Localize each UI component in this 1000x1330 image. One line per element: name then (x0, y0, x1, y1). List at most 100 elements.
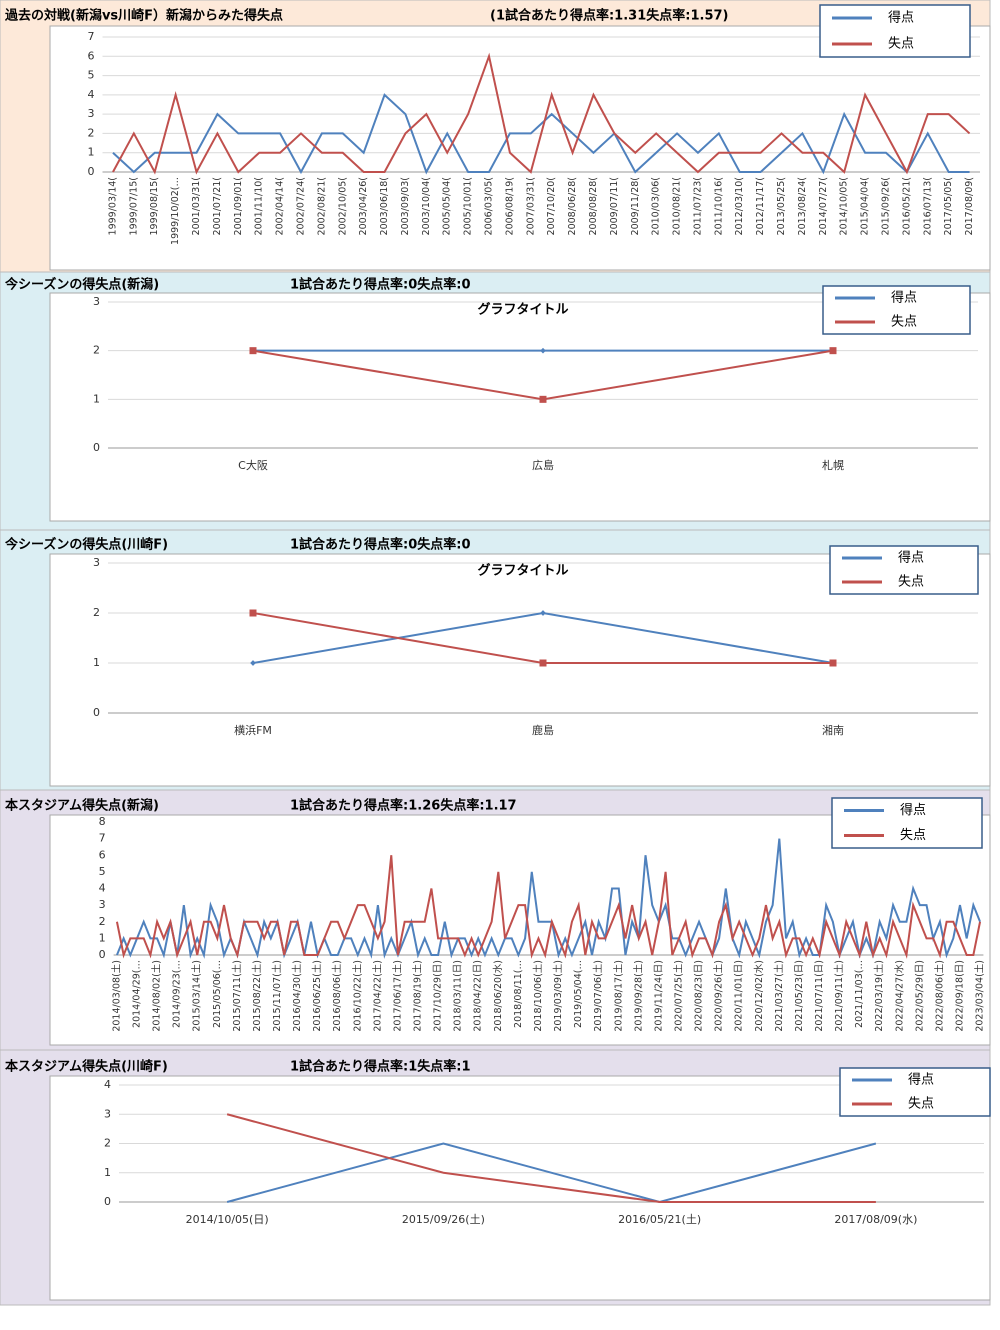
x-tick-label: 2014/03/08(土) (110, 960, 122, 1032)
x-tick-label: 2019/07/06(土) (592, 960, 604, 1032)
x-tick-label: 2019/11/24(日) (653, 960, 664, 1032)
x-tick-label: 2015/09/26( (880, 177, 891, 235)
x-tick-label: 2021/03/27(土) (773, 960, 785, 1032)
x-tick-label: 2014/08/02(土) (151, 960, 163, 1032)
x-tick-label: 2018/03/11(日) (453, 960, 464, 1032)
y-tick-label: 0 (93, 441, 100, 454)
x-tick-label: 札幌 (822, 458, 844, 472)
x-tick-label: 2021/07/11(日) (814, 960, 825, 1032)
y-tick-label: 4 (104, 1078, 111, 1091)
x-tick-label: 2019/09/28(土) (632, 960, 644, 1032)
x-tick-label: 2005/05/04( (442, 177, 453, 235)
x-tick-label: 2013/08/24( (797, 177, 808, 235)
x-tick-label: 2007/10/20( (546, 177, 557, 235)
legend-label: 得点 (891, 290, 917, 306)
legend (839, 1067, 991, 1117)
x-tick-label: 2014/10/05(日) (186, 1213, 269, 1226)
x-tick-label: 2001/07/21( (212, 177, 223, 235)
chart-area (49, 1075, 991, 1301)
x-tick-label: 2018/06/20(水) (492, 960, 504, 1032)
line-series (112, 93, 970, 175)
legend-label: 失点 (908, 1097, 934, 1112)
x-tick-label: 2011/10/16( (713, 177, 724, 235)
x-tick-label: 2016/04/30(土) (291, 960, 303, 1032)
line-series (115, 855, 982, 959)
x-tick-label: 2019/03/09(土) (552, 960, 564, 1032)
legend-label: 失点 (898, 575, 924, 590)
x-tick-label: 2012/03/10( (734, 177, 745, 235)
legend-label: 得点 (898, 550, 924, 566)
x-tick-label: 2021/11/03(… (854, 960, 865, 1028)
y-tick-label: 2 (99, 915, 106, 928)
y-tick-label: 5 (99, 865, 106, 878)
chart-area (49, 25, 991, 271)
x-tick-label: 2015/03/14(土) (191, 960, 203, 1032)
y-tick-label: 7 (88, 30, 95, 43)
x-tick-label: 2017/08/19(土) (412, 960, 424, 1032)
y-tick-label: 1 (99, 931, 106, 944)
x-tick-label: 2017/05/05( (943, 177, 954, 235)
x-tick-label: 2016/05/21(土) (618, 1213, 701, 1226)
marker (539, 395, 547, 403)
panel-title: 過去の対戦(新潟vs川崎F）新潟からみた得失点 (4, 8, 283, 24)
legend (822, 285, 971, 335)
panel-title: 本スタジアム得失点(川崎F) (5, 1059, 168, 1075)
x-tick-label: 横浜FM (234, 723, 272, 737)
x-tick-label: 2002/04/14( (275, 177, 286, 235)
x-tick-label: 2020/08/23(日) (694, 960, 705, 1032)
x-tick-label: 2017/10/29(日) (433, 960, 444, 1032)
plot-title: グラフタイトル (477, 302, 568, 318)
x-tick-label: 2008/08/28( (588, 177, 599, 235)
x-tick-label: 2016/05/21( (901, 177, 912, 235)
x-tick-label: 2002/10/05( (337, 177, 348, 235)
x-tick-label: 2002/08/21( (316, 177, 327, 235)
y-tick-label: 4 (99, 882, 106, 895)
y-tick-label: 1 (93, 656, 100, 669)
legend-label: 失点 (888, 37, 914, 52)
x-tick-label: 2014/10/05( (839, 177, 850, 235)
x-tick-label: 2014/07/27( (818, 177, 829, 235)
y-tick-label: 5 (88, 69, 95, 82)
y-tick-label: 2 (104, 1137, 111, 1150)
panel-subtitle: 1試合あたり得点率:1.26失点率:1.17 (290, 798, 517, 814)
plot-title: グラフタイトル (477, 563, 568, 579)
x-tick-label: 2017/06/17(土) (391, 960, 403, 1032)
x-tick-label: 2022/09/18(日) (954, 960, 965, 1032)
x-tick-label: 2012/11/17( (755, 177, 766, 235)
y-tick-label: 2 (93, 606, 100, 619)
y-tick-label: 0 (93, 706, 100, 719)
marker (249, 609, 257, 617)
x-tick-label: 2016/10/22(土) (351, 960, 363, 1032)
x-tick-label: 2022/08/06(土) (933, 960, 945, 1032)
x-tick-label: 2009/07/11( (609, 177, 620, 235)
x-tick-label: 2003/10/04( (421, 177, 432, 235)
x-tick-label: 2015/04/04( (860, 177, 871, 235)
y-tick-label: 3 (99, 898, 106, 911)
x-tick-label: 2009/11/28( (630, 177, 641, 235)
y-tick-label: 2 (88, 126, 95, 139)
x-tick-label: 2011/07/23( (692, 177, 703, 235)
panel-subtitle: 1試合あたり得点率:0失点率:0 (290, 277, 471, 293)
x-tick-label: 湘南 (822, 723, 844, 737)
panel-subtitle: 1試合あたり得点率:1失点率:1 (290, 1059, 471, 1075)
x-tick-label: 2001/11/10( (254, 177, 265, 235)
x-tick-label: 2017/08/09(水) (834, 1213, 917, 1226)
x-tick-label: 2002/07/24( (295, 177, 306, 235)
y-tick-label: 6 (99, 848, 106, 861)
panel-title: 本スタジアム得失点(新潟) (5, 798, 159, 814)
x-tick-label: 2015/08/22(土) (251, 960, 263, 1032)
x-tick-label: 2006/03/05( (484, 177, 495, 235)
x-tick-label: 2019/05/04(… (573, 960, 584, 1028)
x-tick-label: 2023/03/04(土) (974, 960, 986, 1032)
line-series (226, 1113, 876, 1203)
y-tick-label: 0 (99, 948, 106, 961)
x-tick-label: 2017/08/09( (964, 177, 975, 235)
x-tick-label: 2001/09/01( (233, 177, 244, 235)
x-tick-label: 2015/11/07(土) (271, 960, 283, 1032)
legend-label: 失点 (900, 828, 926, 843)
x-tick-label: 2022/04/27(水) (893, 960, 905, 1032)
x-tick-label: 2015/07/11(土) (231, 960, 243, 1032)
legend-label: 得点 (888, 10, 914, 26)
y-tick-label: 1 (104, 1166, 111, 1179)
